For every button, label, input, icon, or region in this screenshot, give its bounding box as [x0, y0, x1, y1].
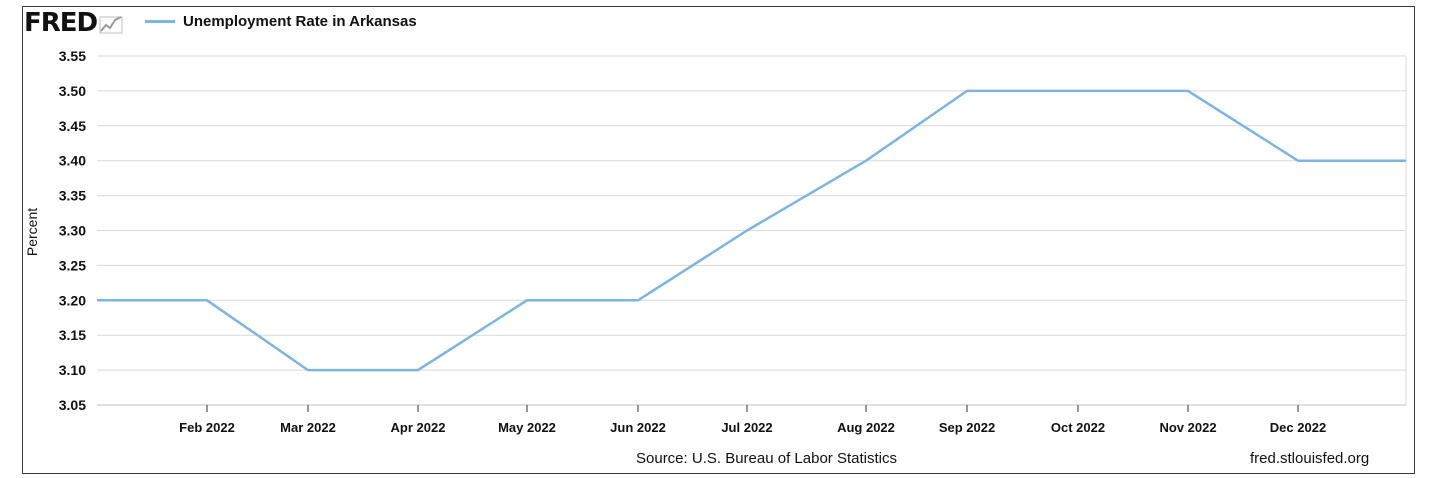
- source-note: Source: U.S. Bureau of Labor Statistics: [636, 450, 897, 467]
- y-axis: 3.05 3.10 3.15 3.20 3.25 3.30 3.35 3.40 3.45 3.50…: [59, 48, 86, 413]
- series-lines: [97, 89, 1406, 372]
- x-tick-label: Jun 2022: [610, 420, 666, 435]
- y-tick-label: 3.05: [59, 397, 86, 413]
- x-tick-label: Oct 2022: [1051, 420, 1105, 435]
- fred-logo: FRED: [24, 8, 125, 38]
- y-tick-label: 3.20: [59, 292, 86, 308]
- y-tick-label: 3.35: [59, 188, 86, 204]
- x-tick-label: Apr 2022: [391, 420, 446, 435]
- y-tick-label: 3.25: [59, 257, 86, 273]
- x-tick-label: May 2022: [498, 420, 556, 435]
- series-line-0[interactable]: [97, 89, 1406, 372]
- x-tick-label: Jul 2022: [721, 420, 772, 435]
- y-tick-label: 3.10: [59, 362, 86, 378]
- y-tick-label: 3.50: [59, 83, 86, 99]
- x-tick-label: Sep 2022: [939, 420, 995, 435]
- legend-swatch: [145, 20, 175, 23]
- chart-sparkline-icon: [99, 16, 123, 34]
- chart-frame: [22, 6, 1415, 474]
- y-tick-label: 3.30: [59, 223, 86, 239]
- fred-url-link[interactable]: fred.stlouisfed.org: [1250, 450, 1370, 467]
- x-axis: Feb 2022 Mar 2022 Apr 2022 May 2022 Jun 2022…: [97, 404, 1406, 435]
- x-tick-label: Aug 2022: [837, 420, 895, 435]
- y-tick-label: 3.45: [59, 118, 86, 134]
- x-tick-label: Nov 2022: [1159, 420, 1216, 435]
- grid-lines: [97, 55, 1407, 406]
- legend: Unemployment Rate in Arkansas: [145, 13, 417, 30]
- fred-logo-text: FRED: [24, 8, 98, 38]
- x-tick-label: Dec 2022: [1270, 420, 1326, 435]
- y-axis-label: Percent: [24, 208, 40, 256]
- y-tick-label: 3.55: [59, 48, 86, 64]
- x-tick-label: Feb 2022: [179, 420, 235, 435]
- legend-label: Unemployment Rate in Arkansas: [183, 13, 417, 30]
- y-tick-label: 3.40: [59, 153, 86, 169]
- x-tick-label: Mar 2022: [280, 420, 336, 435]
- y-tick-label: 3.15: [59, 327, 86, 343]
